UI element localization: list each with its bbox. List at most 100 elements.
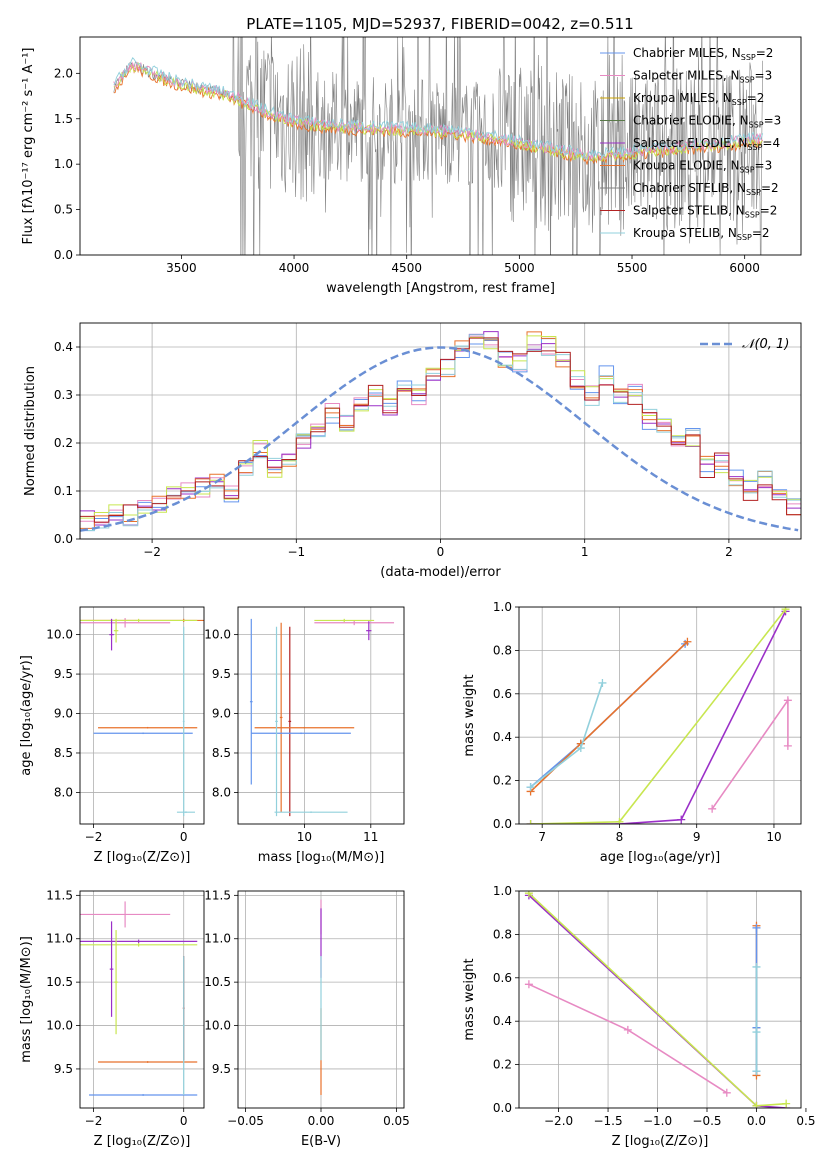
plot-area: [238, 891, 404, 1108]
y-tick-label: 0.1: [54, 484, 73, 498]
y-tick-label: 0.0: [54, 248, 73, 262]
y-tick-label: 9.5: [212, 667, 231, 681]
series-point: [722, 1088, 731, 1097]
y-tick-label: 10.5: [204, 975, 231, 989]
x-tick-label: 0: [180, 830, 188, 844]
x-tick-label: −0.05: [227, 1114, 264, 1128]
legend-entry: Chabrier STELIB, NSSP=2: [633, 181, 779, 197]
axes-frame: [79, 36, 802, 256]
legend-label: Salpeter ELODIE, N: [633, 136, 747, 150]
y-tick-label: 0.6: [493, 687, 512, 701]
legend-subscript: SSP: [741, 53, 756, 62]
series-point: [524, 891, 533, 898]
y-tick-label: 8.0: [212, 785, 231, 799]
panel-mass_vs_ebv: −0.05 0.00 0.05 9.5 10.0 10.5 11.0 11.5 E(B-V): [204, 888, 410, 1149]
y-tick-label: 0.4: [493, 1014, 512, 1028]
x-tick-label: 0: [437, 545, 445, 559]
y-tick-label: 0.8: [493, 927, 512, 941]
y-axis-label: age [log₁₀(age/yr)]: [19, 655, 34, 776]
y-tick-label: 11.0: [46, 932, 73, 946]
x-tick-label: 0.05: [383, 1114, 410, 1128]
plot-area: [113, 37, 764, 255]
x-tick-label: 0.0: [747, 1114, 766, 1128]
x-tick-label: 10: [766, 830, 781, 844]
x-axis-label: Z [log₁₀(Z/Z⊙)]: [612, 1134, 709, 1149]
y-tick-label: 1.0: [493, 600, 512, 614]
y-tick-label: 11.0: [204, 932, 231, 946]
x-tick-label: −0.5: [692, 1114, 721, 1128]
normal-curve: [80, 346, 799, 532]
series-point: [576, 744, 585, 753]
series-point: [752, 1028, 761, 1037]
y-tick-label: 0.4: [493, 730, 512, 744]
plot-area: [80, 891, 204, 1108]
legend-subscript: SSP: [732, 98, 747, 107]
x-axis-label: wavelength [Angstrom, rest frame]: [326, 281, 555, 296]
x-tick-label: 4000: [279, 261, 310, 275]
axes-frame: [79, 606, 205, 825]
x-tick-label: 0.5: [796, 1114, 815, 1128]
y-axis-label: mass [log₁₀(M/M⊙)]: [19, 936, 34, 1063]
panel-age_vs_mass: 10 11 8.0 8.5 9.0 9.5 10.0 mass [log₁₀(M/M⊙)]: [204, 606, 405, 865]
x-tick-label: −2: [85, 1114, 103, 1128]
x-axis-label: mass [log₁₀(M/M⊙)]: [258, 850, 385, 865]
legend-entry: Salpeter ELODIE, NSSP=4: [633, 136, 780, 152]
x-tick-label: 2: [725, 545, 733, 559]
y-tick-label: 9.5: [54, 667, 73, 681]
y-axis-label: Flux [fλ10⁻¹⁷ erg cm⁻² s⁻¹ A⁻¹]: [21, 48, 36, 245]
panel-weight_vs_age: 7 8 9 10 0.0 0.2 0.4 0.6 0.8 1.0 age [log₁₀(age/yr…: [462, 600, 802, 865]
y-tick-label: 10.5: [46, 975, 73, 989]
series-line: [530, 610, 787, 824]
y-tick-label: 1.0: [54, 157, 73, 171]
y-tick-label: 0.3: [54, 388, 73, 402]
series-point: [752, 1067, 761, 1076]
x-tick-label: −2.0: [544, 1114, 573, 1128]
legend-subscript: SSP: [746, 188, 761, 197]
axes-frame: [237, 606, 405, 825]
plot-area: [519, 891, 801, 1108]
legend-tail: =2: [761, 181, 779, 195]
axes-frame: [79, 322, 802, 540]
y-tick-label: 0.0: [493, 1101, 512, 1115]
axes-frame: [237, 890, 405, 1109]
series-point: [526, 783, 535, 792]
y-tick-label: 0.5: [54, 203, 73, 217]
y-tick-label: 2.0: [54, 66, 73, 80]
series-point: [782, 1099, 791, 1108]
x-tick-label: 11: [363, 830, 378, 844]
series-point: [752, 962, 761, 971]
x-tick-label: −1.5: [593, 1114, 622, 1128]
series-point: [524, 980, 533, 989]
y-tick-label: 8.0: [54, 785, 73, 799]
legend-label: Kroupa STELIB, N: [633, 226, 737, 240]
legend-tail: =3: [755, 159, 773, 173]
x-axis-label: E(B-V): [301, 1134, 341, 1149]
legend-label: Kroupa MILES, N: [633, 91, 732, 105]
y-tick-label: 0.4: [54, 340, 73, 354]
x-tick-label: 10: [297, 830, 312, 844]
series-line: [711, 697, 789, 810]
legend-subscript: SSP: [747, 143, 762, 152]
y-tick-label: 0.0: [54, 532, 73, 546]
series-point: [752, 923, 761, 932]
y-tick-label: 1.5: [54, 112, 73, 126]
panel-residuals: −2 −1 0 1 2 0.0 0.1 0.2 0.3 0.4 𝒩(0, 1) (data-model…: [23, 322, 802, 580]
legend-entry: Chabrier MILES, NSSP=2: [633, 46, 773, 62]
legend-tail: =2: [760, 204, 778, 218]
x-tick-label: −1: [287, 545, 305, 559]
x-tick-label: 7: [538, 830, 546, 844]
legend-tail: =3: [755, 69, 773, 83]
y-tick-label: 8.5: [54, 746, 73, 760]
y-axis-label: mass weight: [462, 958, 477, 1040]
series-point: [526, 820, 535, 824]
series-point: [683, 637, 692, 646]
y-tick-label: 0.2: [493, 1058, 512, 1072]
x-tick-label: 9: [693, 830, 701, 844]
legend-label: Chabrier STELIB, N: [633, 181, 746, 195]
plot-area: [519, 607, 801, 824]
series-point: [598, 678, 607, 687]
series-point: [615, 817, 624, 824]
legend-tail: =4: [762, 136, 780, 150]
series-point: [708, 804, 717, 813]
